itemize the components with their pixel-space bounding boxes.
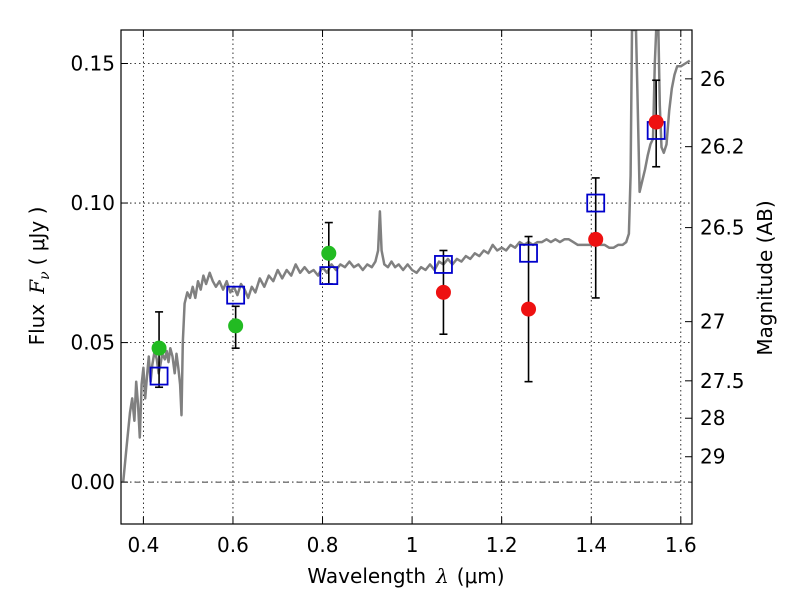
y-axis-label-subscript: ν	[37, 271, 53, 280]
x-tick-label: 0.8	[307, 533, 339, 557]
observed-flux-point	[648, 114, 664, 130]
y-tick-label: 0.05	[70, 331, 115, 355]
model-flux-square	[149, 366, 169, 386]
x-tick-label: 1.6	[665, 533, 697, 557]
y-axis-label-symbol: F	[25, 279, 49, 295]
y2-tick-label: 26.2	[700, 135, 745, 159]
y-tick-label: 0.00	[70, 470, 115, 494]
model-flux-square	[586, 193, 606, 213]
observed-flux-point	[151, 340, 167, 356]
y2-axis-label: Magnitude (AB)	[753, 200, 777, 355]
y-axis-label-unit: ( μJy )	[25, 207, 49, 266]
observed-flux-point	[588, 231, 604, 247]
x-axis-label-symbol: λ	[435, 564, 449, 588]
x-tick-label: 1	[406, 533, 419, 557]
sed-model-line	[121, 30, 691, 483]
y2-tick-label: 27.5	[700, 369, 745, 393]
model-flux-square	[226, 285, 246, 305]
plot-series	[121, 30, 691, 483]
plot-area	[121, 30, 691, 483]
x-tick-label: 0.6	[217, 533, 249, 557]
observed-flux-point	[521, 301, 537, 317]
x-tick-label: 1.4	[575, 533, 607, 557]
observed-flux-point	[228, 318, 244, 334]
y-axis: 0.00 0.05 0.10 0.15	[70, 51, 128, 494]
y-tick-label: 0.10	[70, 191, 115, 215]
model-flux-square	[319, 266, 339, 286]
y2-tick-label: 26.5	[700, 216, 745, 240]
x-axis-label: Wavelength λ (μm)	[307, 564, 504, 588]
x-tick-label: 0.4	[127, 533, 159, 557]
observed-flux-point	[435, 284, 451, 300]
observed-flux-point	[321, 245, 337, 261]
y2-tick-label: 28	[700, 406, 725, 430]
y2-axis: 26 26.2 26.5 27 27.5 28 29	[685, 67, 745, 469]
x-axis: 0.4 0.6 0.8 1 1.2 1.4 1.6	[127, 30, 697, 557]
plot-frame	[120, 29, 693, 525]
y2-tick-label: 27	[700, 310, 725, 334]
y-tick-label: 0.15	[70, 51, 115, 75]
grid	[121, 30, 692, 524]
y2-tick-label: 26	[700, 67, 725, 91]
x-axis-label-unit: (μm)	[457, 564, 505, 588]
x-axis-label-text: Wavelength	[307, 564, 426, 588]
y2-tick-label: 29	[700, 445, 725, 469]
y-axis-label: Flux Fν ( μJy )	[25, 207, 53, 346]
model-flux-square	[434, 255, 453, 274]
model-flux-square	[519, 243, 538, 263]
y-axis-label-text: Flux	[25, 304, 49, 346]
x-tick-label: 1.2	[486, 533, 518, 557]
